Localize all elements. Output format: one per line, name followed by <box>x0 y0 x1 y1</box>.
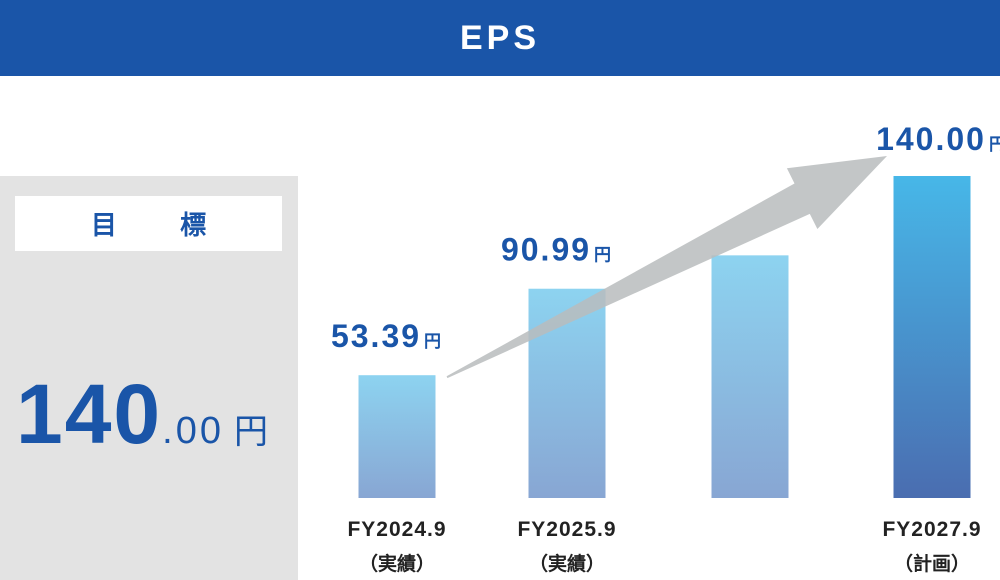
trend-arrow-layer <box>446 156 887 379</box>
target-label-box: 目 標 <box>15 196 282 251</box>
bars-layer <box>358 176 971 498</box>
chart-title: EPS <box>459 18 541 57</box>
target-label: 目 標 <box>90 210 235 240</box>
target-panel: 目 標 140.00 円 <box>0 176 298 580</box>
chart-header: EPS <box>0 0 1000 76</box>
bar-fy2024-9 <box>358 375 436 498</box>
category-label: FY2024.9 <box>347 518 446 541</box>
bar-fy2027-9 <box>893 176 971 498</box>
target-value-unit: 円 <box>233 413 268 451</box>
bar-interim <box>711 255 789 498</box>
category-note: （実績） <box>529 552 605 575</box>
category-label: FY2027.9 <box>882 518 981 541</box>
value-label: 90.99 円 <box>501 232 613 268</box>
value-label: 140.00 円 <box>876 121 1000 157</box>
labels-layer: 53.39 円 FY2024.9 （実績） 90.99 円 FY2025.9 （実績） 140.… <box>331 121 1000 575</box>
target-value-decimal: .00 <box>162 410 224 452</box>
target-value: 140.00 円 <box>16 366 268 463</box>
category-label: FY2025.9 <box>517 518 616 541</box>
category-note: （計画） <box>894 552 970 575</box>
target-value-integer: 140 <box>16 367 163 461</box>
trend-arrow <box>446 156 887 379</box>
value-label: 53.39 円 <box>331 318 443 354</box>
category-note: （実績） <box>359 552 435 575</box>
